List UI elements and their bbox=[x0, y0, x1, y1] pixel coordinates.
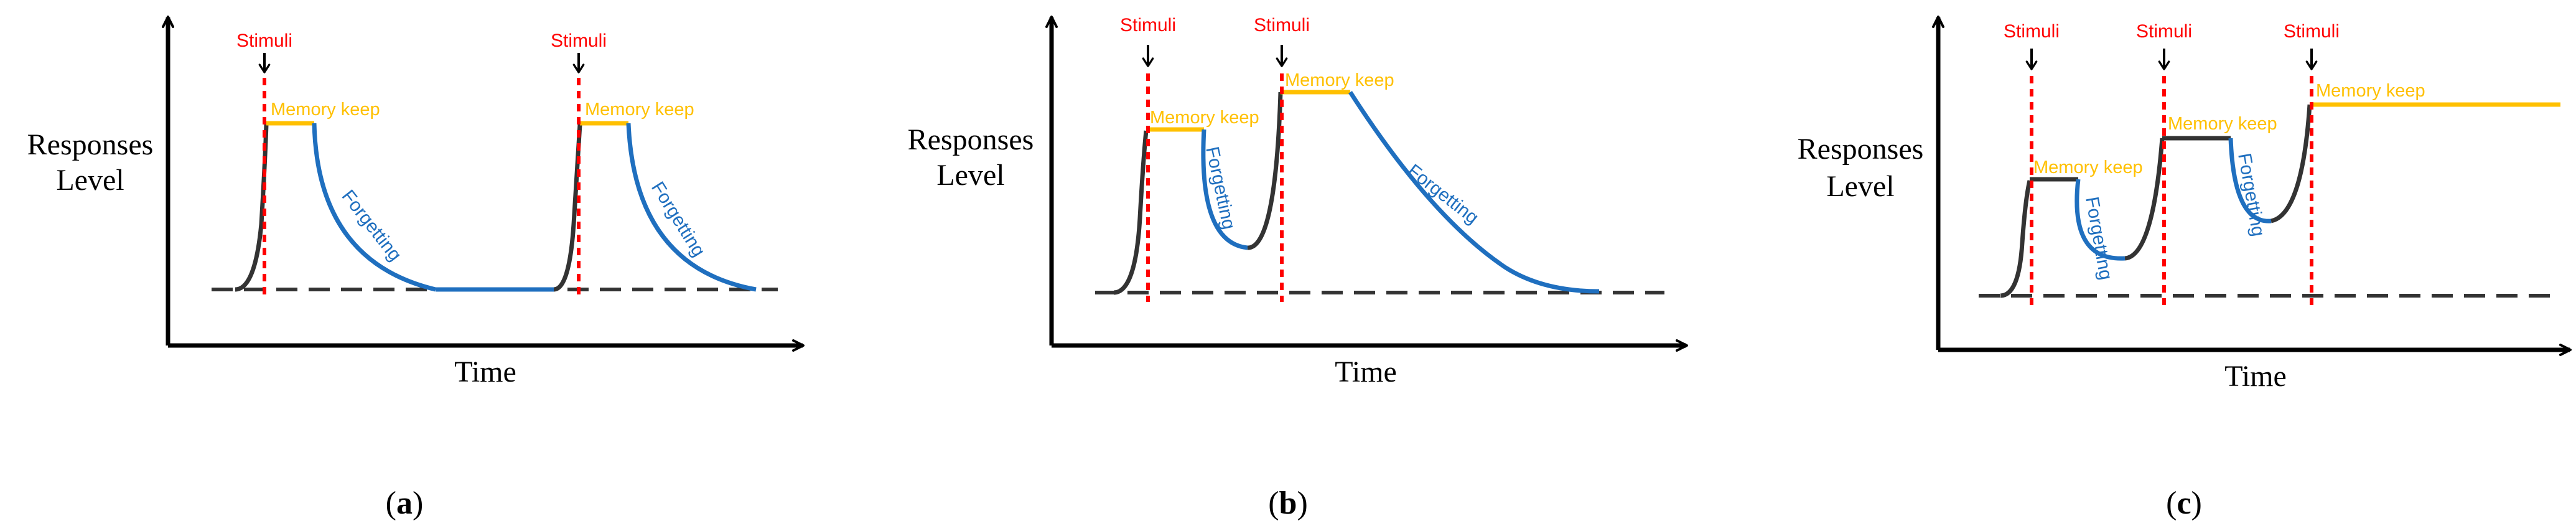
y-axis-label: Level bbox=[1826, 170, 1894, 203]
panel-a: Stimuli Stimuli Memory keep Memory keep … bbox=[27, 16, 805, 521]
forgetting-curve bbox=[2074, 179, 2126, 261]
panel-caption: (a) bbox=[386, 486, 424, 521]
memory-keep-label: Memory keep bbox=[2168, 114, 2277, 134]
forgetting-label: Forgetting bbox=[647, 178, 709, 260]
stimulus-label: Stimuli bbox=[2004, 21, 2060, 42]
y-axis-label: Responses bbox=[27, 128, 154, 161]
memory-keep-label: Memory keep bbox=[2316, 81, 2425, 101]
panel-caption: (c) bbox=[2166, 486, 2202, 521]
memory-keep-label: Memory keep bbox=[585, 100, 694, 120]
panel-caption: (b) bbox=[1268, 486, 1308, 521]
x-axis-label: Time bbox=[1335, 355, 1397, 388]
y-axis-label: Responses bbox=[908, 123, 1034, 156]
response-rise bbox=[1113, 130, 1149, 295]
forgetting-label: Forgetting bbox=[1404, 161, 1483, 228]
response-rise bbox=[2124, 138, 2165, 261]
panel-b: Stimuli Stimuli Memory keep Memory keep … bbox=[908, 15, 1688, 521]
memory-keep-label: Memory keep bbox=[2033, 157, 2143, 177]
y-axis-label: Level bbox=[56, 164, 124, 197]
forgetting-curve bbox=[626, 123, 757, 292]
forgetting-curve bbox=[312, 123, 436, 292]
stimulus-label: Stimuli bbox=[551, 31, 607, 51]
stimulus-label: Stimuli bbox=[1120, 15, 1176, 35]
memory-keep-label: Memory keep bbox=[1150, 108, 1259, 128]
x-axis-label: Time bbox=[454, 355, 516, 388]
response-rise bbox=[1247, 92, 1283, 250]
forgetting-label: Forgetting bbox=[337, 186, 405, 265]
response-rise bbox=[235, 124, 269, 292]
response-rise bbox=[2000, 180, 2032, 298]
y-axis-label: Level bbox=[936, 159, 1004, 192]
stimulus-label: Stimuli bbox=[1254, 15, 1310, 35]
stimulus-label: Stimuli bbox=[236, 31, 292, 51]
memory-keep-label: Memory keep bbox=[271, 100, 380, 120]
stimulus-label: Stimuli bbox=[2136, 21, 2192, 42]
forgetting-curve bbox=[2228, 138, 2272, 223]
memory-keep-label: Memory keep bbox=[1285, 70, 1394, 90]
forgetting-curve bbox=[1201, 129, 1248, 250]
response-rise bbox=[553, 124, 582, 292]
y-axis-label: Responses bbox=[1798, 133, 1924, 166]
forgetting-curve bbox=[1348, 91, 1600, 294]
stimulus-label: Stimuli bbox=[2284, 21, 2340, 42]
response-rise bbox=[2270, 104, 2312, 223]
panel-c: Stimuli Stimuli Stimuli Memory keep Memo… bbox=[1798, 16, 2572, 521]
x-axis-label: Time bbox=[2224, 360, 2287, 393]
